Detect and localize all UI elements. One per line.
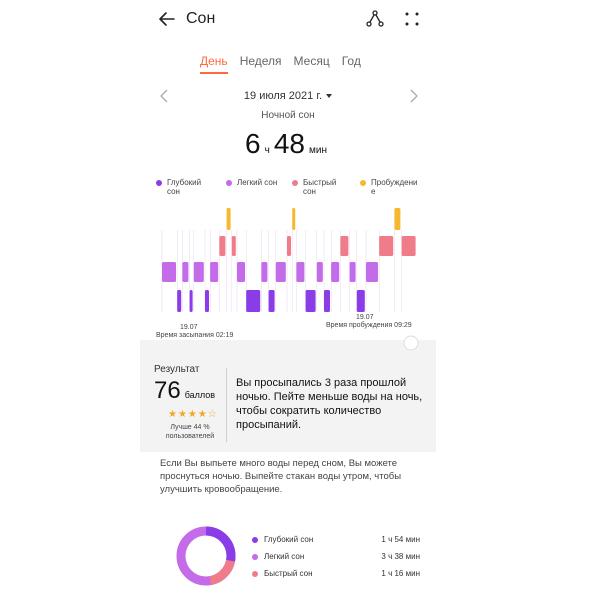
- stat-row-deep: Глубокий сон 1 ч 54 мин: [252, 531, 422, 548]
- result-card: Результат 76 баллов ★★★★☆ Лучше 44 % поль…: [140, 335, 436, 452]
- hypnogram-segment-light: [210, 262, 219, 282]
- stat-value: 1 ч 54 мин: [381, 535, 420, 544]
- light-dot-icon: [252, 553, 258, 560]
- chevron-right-icon[interactable]: [406, 88, 420, 104]
- hypnogram-segment-light: [349, 262, 356, 282]
- hypnogram-segment-rem: [287, 236, 291, 256]
- date-dropdown[interactable]: 19 июля 2021 г.: [140, 90, 436, 102]
- hypnogram-segment-light: [296, 262, 305, 282]
- hypnogram-segment-rem: [379, 236, 394, 256]
- deep-dot-icon: [252, 536, 258, 543]
- tab-month[interactable]: Месяц: [293, 54, 330, 68]
- legend-deep-label: Глубокий сон: [167, 178, 202, 196]
- result-score: 76 баллов: [154, 377, 234, 405]
- legend-awake-label: Пробуждение: [371, 178, 418, 196]
- hypnogram-segment-deep: [189, 290, 193, 312]
- awake-dot-icon: [360, 180, 366, 186]
- hypnogram-segment-awake: [292, 208, 296, 230]
- legend-light: Легкий сон: [226, 178, 292, 187]
- chart-legend: Глубокий сон Легкий сон Быстрый сон Проб…: [156, 178, 426, 200]
- chart-end-label: Время пробуждения 09:29: [326, 322, 412, 329]
- hypnogram-segment-rem: [340, 236, 349, 256]
- result-label: Результат: [154, 364, 200, 375]
- divider: [226, 368, 227, 442]
- period-tabs: День Неделя Месяц Год: [200, 54, 361, 74]
- hypnogram-segment-light: [366, 262, 378, 282]
- header: Сон: [140, 0, 436, 40]
- sleep-tip: Если Вы выпьете много воды перед сном, В…: [160, 458, 402, 495]
- more-icon[interactable]: [402, 9, 422, 29]
- stat-name: Глубокий сон: [264, 535, 314, 544]
- scroll-handle[interactable]: [402, 334, 420, 352]
- chart-start-label: Время засыпания 02:19: [156, 332, 234, 339]
- stat-row-light: Легкий сон 3 ч 38 мин: [252, 548, 422, 565]
- rem-dot-icon: [252, 570, 258, 577]
- stat-value: 1 ч 16 мин: [381, 569, 420, 578]
- stat-value: 3 ч 38 мин: [381, 552, 420, 561]
- stat-name: Быстрый сон: [264, 569, 313, 578]
- score-value: 76: [154, 377, 181, 404]
- sleep-donut-chart: [176, 526, 236, 586]
- chart-start-date: 19.07: [180, 324, 198, 331]
- score-unit: баллов: [184, 390, 216, 400]
- hypnogram-segment-light: [237, 262, 245, 282]
- stat-name: Легкий сон: [264, 552, 305, 561]
- hypnogram-segment-light: [261, 262, 268, 282]
- chart-end-date: 19.07: [356, 314, 374, 321]
- minutes-value: 48: [273, 128, 305, 159]
- better-than-label: Лучше 44 % пользователей: [165, 424, 215, 440]
- section-label: Ночной сон: [261, 110, 315, 121]
- tab-year[interactable]: Год: [341, 54, 361, 68]
- chevron-left-icon[interactable]: [158, 88, 172, 104]
- legend-rem-label: Быстрый сон: [303, 178, 337, 196]
- hypnogram-segment-light: [275, 262, 286, 282]
- hypnogram-segment-light: [182, 262, 189, 282]
- hypnogram-segment-deep: [268, 290, 275, 312]
- hypnogram-segment-light: [162, 262, 176, 282]
- stat-row-rem: Быстрый сон 1 ч 16 мин: [252, 565, 422, 582]
- tab-week[interactable]: Неделя: [239, 54, 282, 68]
- hypnogram: [161, 208, 435, 312]
- page-title: Сон: [186, 10, 216, 27]
- deep-dot-icon: [156, 180, 162, 186]
- hypnogram-segment-rem: [401, 236, 416, 256]
- hypnogram-segment-deep: [246, 290, 261, 312]
- minutes-unit: мин: [308, 145, 327, 156]
- hypnogram-segment-awake: [226, 208, 231, 230]
- hypnogram-segment-deep: [356, 290, 365, 312]
- share-icon[interactable]: [364, 8, 386, 30]
- result-summary: Результат 76 баллов ★★★★☆ Лучше 44 % поль…: [154, 364, 234, 441]
- hypnogram-segment-awake: [394, 208, 401, 230]
- rem-dot-icon: [292, 180, 298, 186]
- stars-icon: ★★★★☆: [168, 409, 218, 420]
- hypnogram-segment-deep: [305, 290, 316, 312]
- legend-awake: Пробуждение: [360, 178, 426, 196]
- date-label: 19 июля 2021 г.: [243, 90, 323, 102]
- donut-deep-arc: [176, 526, 236, 586]
- hypnogram-segment-light: [316, 262, 323, 282]
- hypnogram-segment-deep: [205, 290, 209, 312]
- back-arrow-icon[interactable]: [156, 8, 178, 30]
- stage-stats: Глубокий сон 1 ч 54 мин Легкий сон 3 ч 38 …: [252, 531, 422, 582]
- hypnogram-segment-light: [193, 262, 204, 282]
- caret-down-icon: [326, 94, 333, 99]
- date-selector: 19 июля 2021 г.: [140, 88, 436, 106]
- light-dot-icon: [226, 180, 232, 186]
- sleep-stage-chart: 19.07 Время засыпания 02:19 19.07 Время …: [156, 200, 435, 340]
- hypnogram-segment-light: [331, 262, 340, 282]
- hypnogram-segment-deep: [324, 290, 330, 312]
- hypnogram-segment-rem: [219, 236, 226, 256]
- legend-deep: Глубокий сон: [156, 178, 222, 196]
- legend-light-label: Легкий сон: [237, 178, 278, 187]
- hours-value: 6: [245, 128, 261, 159]
- hours-unit: ч: [264, 145, 270, 156]
- result-message: Вы просыпались 3 раза прошлой ночью. Пей…: [236, 377, 423, 431]
- hypnogram-segment-deep: [177, 290, 182, 312]
- tab-day[interactable]: День: [200, 54, 228, 74]
- sleep-duration: 6 ч 48 мин: [140, 128, 436, 160]
- hypnogram-segment-rem: [231, 236, 236, 256]
- sleep-screen: Сон День Неделя Месяц Год 19 июля 2021 г…: [140, 0, 436, 600]
- legend-rem: Быстрый сон: [292, 178, 358, 196]
